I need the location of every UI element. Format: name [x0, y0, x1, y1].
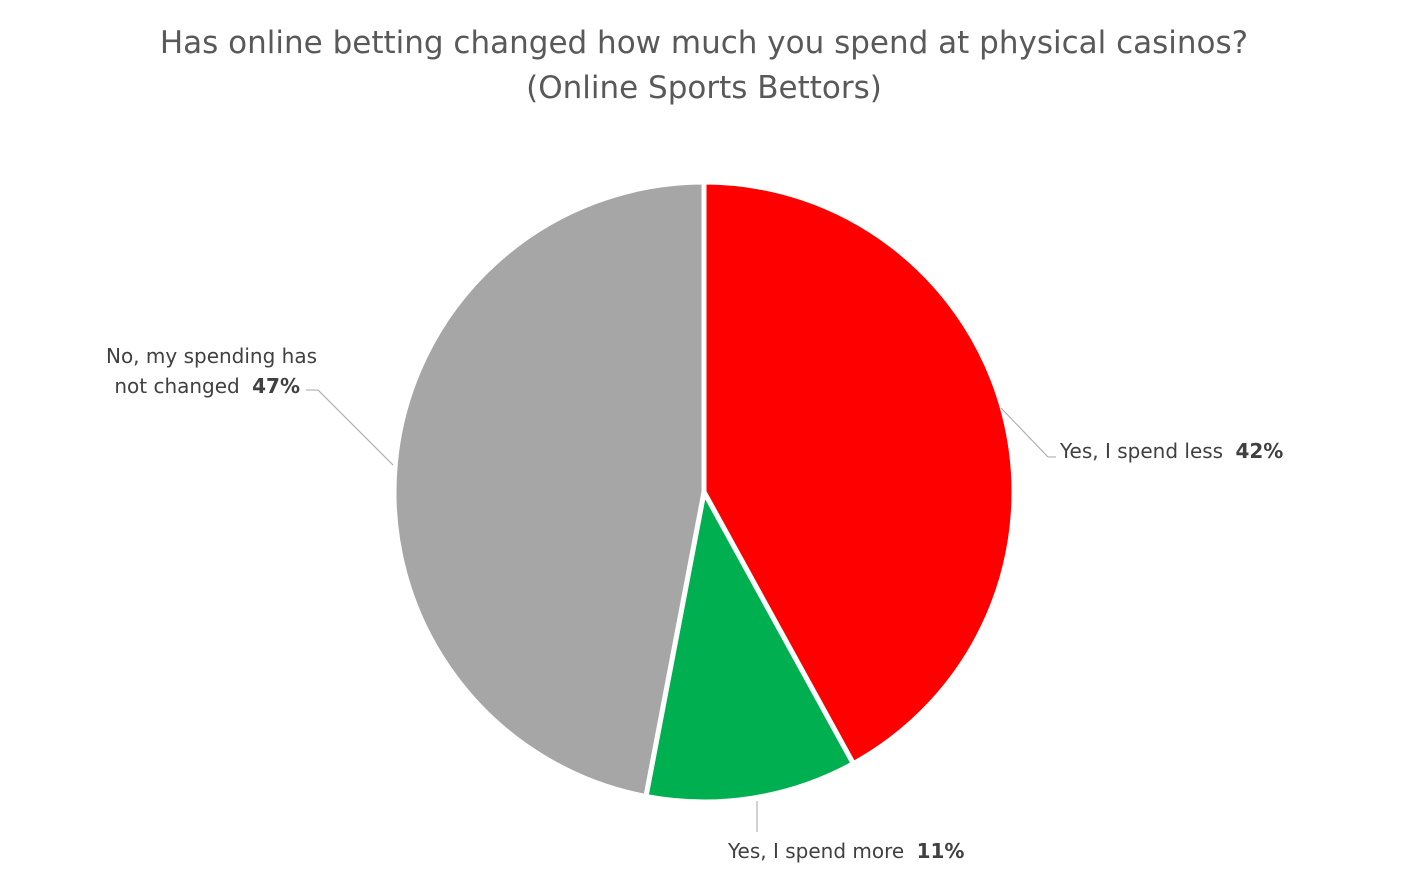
- data-label-spend-more-text: Yes, I spend more: [727, 839, 904, 863]
- data-label-spend-more-value: 11%: [917, 839, 965, 863]
- data-label-spend-less-value: 42%: [1235, 439, 1283, 463]
- data-label-not-changed-text: not changed: [114, 374, 239, 398]
- leader-line-spend-less: [1000, 407, 1049, 458]
- data-label-not-changed-line1: No, my spending has: [106, 344, 317, 368]
- chart-subtitle: (Online Sports Bettors): [526, 70, 882, 106]
- data-label-spend-less-text: Yes, I spend less: [1059, 439, 1223, 463]
- pie-slice-spend-less: [701, 179, 1017, 767]
- chart-title: Has online betting changed how much you …: [160, 25, 1248, 61]
- leader-line-not-changed: [317, 389, 394, 466]
- data-label-not-changed-value: 47%: [252, 374, 300, 398]
- pie-slice-not-changed: [391, 179, 707, 800]
- data-label-not-changed-line2: not changed 47%: [114, 374, 300, 398]
- data-label-spend-more: Yes, I spend more 11%: [727, 839, 964, 863]
- pie-slices: [391, 179, 1017, 805]
- pie-slice-spend-more: [643, 489, 856, 805]
- data-label-spend-less: Yes, I spend less 42%: [1059, 439, 1283, 463]
